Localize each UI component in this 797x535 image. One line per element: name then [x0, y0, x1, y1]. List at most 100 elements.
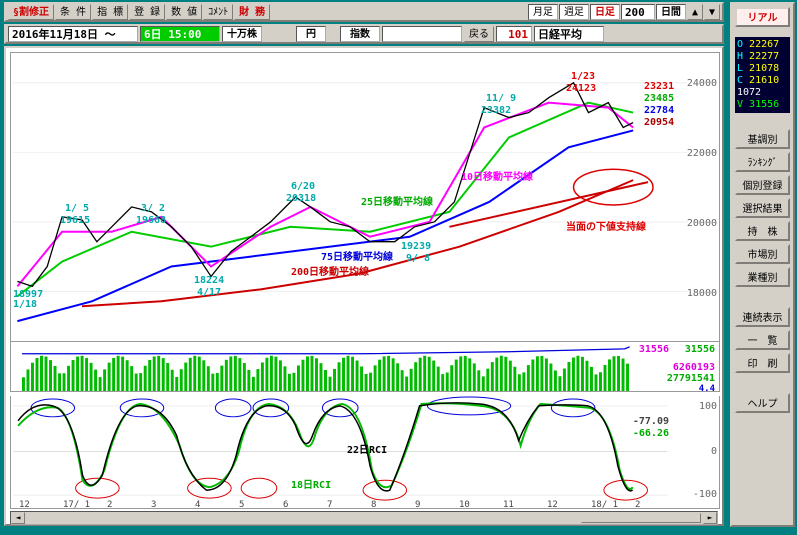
scroll-thumb[interactable]: [581, 513, 701, 523]
annotation: 6/20: [291, 181, 315, 192]
annotation: 4/17: [197, 287, 221, 298]
annotation: 200日移動平均線: [291, 263, 369, 278]
vol-r4: 27791541: [667, 373, 715, 384]
annotation: 1/18: [13, 299, 37, 310]
vol-r3: 6260193: [673, 362, 715, 373]
count-unit: 日間: [656, 4, 686, 20]
xtick: 5: [239, 500, 244, 510]
xtick: 6: [283, 500, 288, 510]
scroll-left[interactable]: ◄: [11, 512, 25, 524]
scroll-right[interactable]: ►: [703, 512, 717, 524]
sb-9[interactable]: 印 刷: [735, 353, 790, 373]
annotation: 20954: [644, 117, 674, 128]
xtick: 2: [107, 500, 112, 510]
toolbar-1: §割修正 条 件 指 標 登 録 数 値 ｺﾒﾝﾄ 財 務 月足 週足 日足 2…: [4, 2, 724, 22]
volume-chart: 31556 31556 6260193 27791541 4.4: [10, 342, 720, 392]
tb1-btn-5[interactable]: 財 務: [234, 4, 270, 20]
vol-r2: 31556: [685, 344, 715, 355]
annotation: 18997: [13, 289, 43, 300]
rci18-label: 18日RCI: [291, 476, 331, 491]
xtick: 2: [635, 500, 640, 510]
annotation: 23231: [644, 81, 674, 92]
annotation: 18224: [194, 275, 224, 286]
chart-area: 24000 22000 20000 18000 1/232412311/ 923…: [4, 46, 724, 526]
count-field[interactable]: 200: [621, 4, 655, 20]
xtick: 9: [415, 500, 420, 510]
index-input[interactable]: [382, 26, 462, 42]
ytick-20000: 20000: [687, 218, 717, 229]
xtick: 8: [371, 500, 376, 510]
sidebar: リアル O 22267 H 22277 L 21078 C 21610 1072…: [730, 2, 795, 527]
code-field[interactable]: 101: [496, 26, 532, 42]
annotation: 19239: [401, 241, 431, 252]
sb-3[interactable]: 選択結果: [735, 198, 790, 218]
ytick-18000: 18000: [687, 288, 717, 299]
xtick: 12: [547, 500, 558, 510]
rci-v2: -66.26: [633, 428, 669, 439]
tb1-btn-3[interactable]: 数 値: [166, 4, 202, 20]
index-label: 指数: [340, 26, 380, 42]
annotation: 1/ 5: [65, 203, 89, 214]
period-month[interactable]: 月足: [528, 4, 558, 20]
ohlc-box: O 22267 H 22277 L 21078 C 21610 1072 V 3…: [735, 37, 790, 113]
realtime-button[interactable]: リアル: [735, 7, 790, 27]
name-field: 日経平均: [534, 26, 604, 42]
rci-y0: 0: [711, 446, 717, 457]
vol-r1: 31556: [639, 344, 669, 355]
annotation: 19615: [60, 215, 90, 226]
xtick: 10: [459, 500, 470, 510]
annotation: 9/ 8: [406, 253, 430, 264]
toolbar-2: 2016年11月18日 ～ 6日 15:00 十万株 円 指数 戻る 101 日…: [4, 24, 724, 44]
ytick-24000: 24000: [687, 78, 717, 89]
annotation: 23485: [644, 93, 674, 104]
h-scrollbar[interactable]: ◄ ►: [10, 511, 718, 525]
sb-10[interactable]: ヘルプ: [735, 393, 790, 413]
tb1-btn-2[interactable]: 登 録: [129, 4, 165, 20]
annotation: 75日移動平均線: [321, 248, 393, 263]
sb-2[interactable]: 個別登録: [735, 175, 790, 195]
tb1-btn-0[interactable]: 条 件: [55, 4, 91, 20]
rci-yn100: -100: [693, 489, 717, 500]
sb-7[interactable]: 連続表示: [735, 307, 790, 327]
sb-1[interactable]: ﾗﾝｷﾝｸﾞ: [735, 152, 790, 172]
annotation: 1/23: [571, 71, 595, 82]
arrow-down[interactable]: ▼: [704, 4, 720, 20]
sb-8[interactable]: 一 覧: [735, 330, 790, 350]
period-week[interactable]: 週足: [559, 4, 589, 20]
sb-5[interactable]: 市場別: [735, 244, 790, 264]
xtick: 11: [503, 500, 514, 510]
date-field: 2016年11月18日 ～: [8, 26, 138, 42]
annotation: 25日移動平均線: [361, 193, 433, 208]
rci-y100: 100: [699, 401, 717, 412]
rci-chart: 22日RCI 18日RCI -77.09 -66.26 100 0 -100 1…: [10, 396, 720, 509]
xtick: 17/ 1: [63, 500, 90, 510]
vol-svg: [11, 342, 719, 391]
sb-0[interactable]: 基調別: [735, 129, 790, 149]
annotation: 11/ 9: [486, 93, 516, 104]
unit-yen[interactable]: 円: [296, 26, 326, 42]
annotation: 20318: [286, 193, 316, 204]
annotation: 23382: [481, 105, 511, 116]
vol-r5: 4.4: [699, 384, 715, 394]
split-correct-button[interactable]: §割修正: [8, 4, 54, 20]
tb1-btn-1[interactable]: 指 標: [92, 4, 128, 20]
annotation: 10日移動平均線: [461, 168, 533, 183]
annotation: 3/ 2: [141, 203, 165, 214]
annotation: 当面の下値支持線: [566, 218, 646, 233]
xtick: 7: [327, 500, 332, 510]
main-chart: 24000 22000 20000 18000 1/232412311/ 923…: [10, 52, 720, 342]
live-time: 6日 15:00: [140, 26, 220, 42]
xtick: 3: [151, 500, 156, 510]
annotation: 19668: [136, 215, 166, 226]
rci22-label: 22日RCI: [347, 441, 387, 456]
ytick-22000: 22000: [687, 148, 717, 159]
back-button[interactable]: 戻る: [464, 26, 494, 42]
arrow-up[interactable]: ▲: [687, 4, 703, 20]
xtick: 4: [195, 500, 200, 510]
annotation: 22784: [644, 105, 674, 116]
sb-6[interactable]: 業種別: [735, 267, 790, 287]
period-day[interactable]: 日足: [590, 4, 620, 20]
unit-shares[interactable]: 十万株: [222, 26, 262, 42]
tb1-btn-4[interactable]: ｺﾒﾝﾄ: [203, 4, 233, 20]
sb-4[interactable]: 持 株: [735, 221, 790, 241]
